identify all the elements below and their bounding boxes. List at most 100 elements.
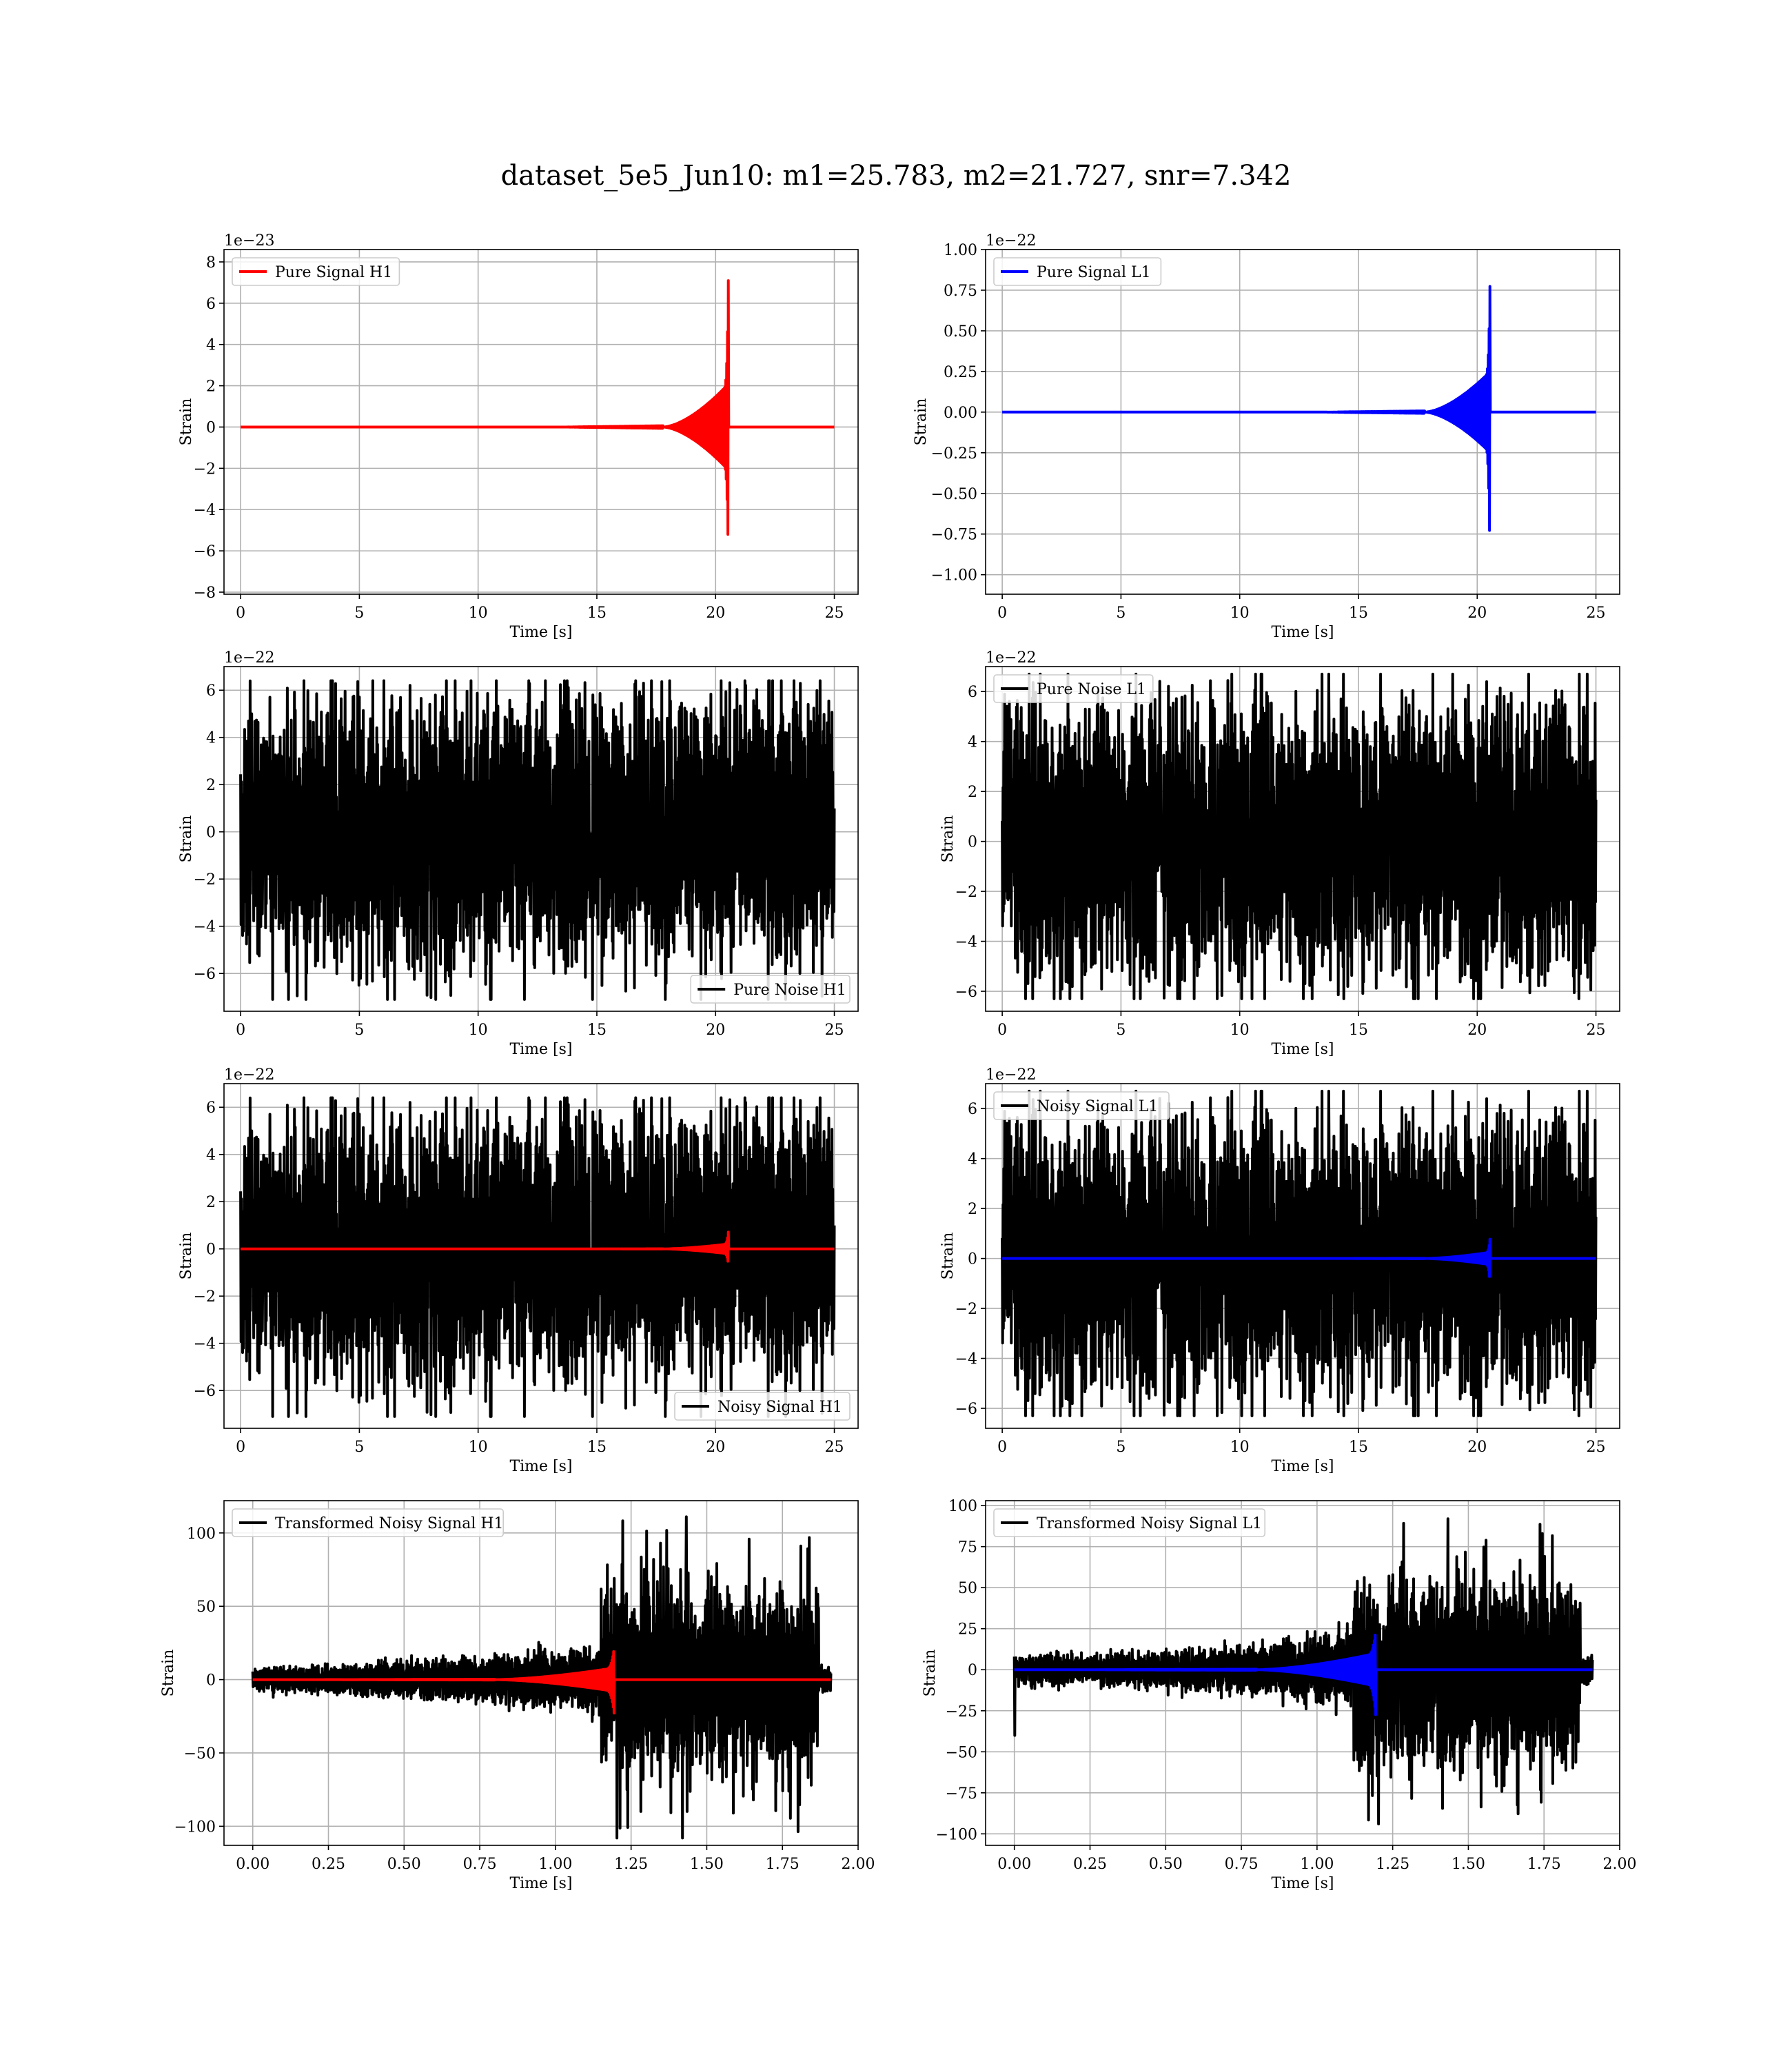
y-tick-label: 0.75 <box>944 283 977 300</box>
series-line-overlay-1 <box>239 1230 835 1263</box>
y-axis-label: Strain <box>922 1650 939 1697</box>
x-tick-label: 25 <box>1587 1022 1606 1039</box>
legend-frame <box>232 257 400 286</box>
x-tick-label: 10 <box>1230 1439 1250 1456</box>
y-tick-label: 0 <box>206 419 216 436</box>
y-tick-label: 0 <box>968 834 977 851</box>
offset-text: 1e−22 <box>986 1066 1036 1084</box>
axes-frame <box>985 249 1620 595</box>
subplot-pure-noise-h1: 0 5 10 15 20 25 −6 −4 −2 0 2 4 6 Time [s] Strain 1e−22 P… <box>178 649 859 1058</box>
x-tick-label: 0.50 <box>387 1856 421 1873</box>
legend: Transformed Noisy Signal H1 <box>232 1508 505 1537</box>
x-axis-label: Time [s] <box>1271 1875 1334 1892</box>
y-tick-label: 4 <box>206 337 216 354</box>
x-tick-label: 10 <box>469 1439 488 1456</box>
x-tick-label: 0.75 <box>1225 1856 1259 1873</box>
y-tick-label: −0.25 <box>931 445 977 463</box>
y-tick-label: −50 <box>946 1744 977 1761</box>
y-tick-label: −100 <box>936 1826 977 1843</box>
y-tick-label: −6 <box>955 1401 977 1418</box>
x-tick-label: 5 <box>354 1022 364 1039</box>
x-tick-label: 0 <box>997 605 1007 622</box>
y-tick-label: 75 <box>958 1539 977 1557</box>
y-tick-label: −6 <box>194 966 216 983</box>
x-tick-label: 10 <box>469 1022 488 1039</box>
y-tick-label: 6 <box>968 684 977 701</box>
legend-frame <box>674 1392 851 1421</box>
x-tick-label: 0.00 <box>236 1856 269 1873</box>
subplot-pure-signal-l1: 0 5 10 15 20 25 −1.00 −0.75 −0.50 −0.25 0.00 0.25 0.… <box>913 232 1620 641</box>
subplot-transformed-noisy-l1: 0.00 0.25 0.50 0.75 1.00 1.25 1.50 1.75 2.00 −100… <box>922 1498 1636 1892</box>
legend: Transformed Noisy Signal L1 <box>993 1508 1266 1537</box>
y-axis-label: Strain <box>913 398 930 446</box>
series-line-noisy-signal-h1 <box>239 1096 836 1418</box>
y-tick-label: −1.00 <box>931 567 977 585</box>
legend-frame <box>993 1508 1266 1537</box>
legend: Pure Signal L1 <box>993 257 1162 286</box>
legend-label: Pure Noise H1 <box>733 982 846 999</box>
x-tick-label: 5 <box>1116 1439 1126 1456</box>
offset-text: 1e−22 <box>986 232 1036 250</box>
x-tick-label: 5 <box>354 605 364 622</box>
series-group <box>251 1515 833 1840</box>
series-group <box>239 279 835 536</box>
series-line-overlay-1 <box>1001 1237 1597 1278</box>
x-tick-label: 10 <box>469 605 488 622</box>
y-tick-label: 0.25 <box>944 364 977 381</box>
x-tick-label: 20 <box>706 605 725 622</box>
axes-frame <box>223 1500 859 1846</box>
y-tick-label: −6 <box>194 543 216 560</box>
x-axis-label: Time [s] <box>509 624 572 641</box>
legend-frame <box>993 674 1154 703</box>
x-tick-label: 25 <box>1587 605 1606 622</box>
y-tick-label: 100 <box>948 1498 977 1515</box>
legend-label: Noisy Signal L1 <box>1037 1098 1158 1115</box>
x-tick-label: 20 <box>706 1439 725 1456</box>
y-tick-label: −50 <box>184 1745 216 1763</box>
x-tick-label: 15 <box>1349 1022 1368 1039</box>
x-tick-label: 5 <box>354 1439 364 1456</box>
axes-frame <box>985 666 1620 1012</box>
x-tick-label: 0 <box>236 605 245 622</box>
series-line-overlay-1 <box>1013 1634 1594 1716</box>
x-tick-label: 0.25 <box>312 1856 345 1873</box>
y-tick-label: 0.00 <box>944 405 977 422</box>
legend-label: Transformed Noisy Signal L1 <box>1037 1515 1262 1532</box>
y-axis-label: Strain <box>178 815 195 863</box>
axes-frame <box>223 249 859 595</box>
x-tick-label: 1.50 <box>1452 1856 1485 1873</box>
x-tick-label: 0 <box>236 1022 245 1039</box>
y-tick-label: 0.50 <box>944 323 977 341</box>
y-tick-label: 4 <box>968 734 977 751</box>
y-tick-label: −4 <box>194 1336 216 1353</box>
x-tick-label: 0 <box>236 1439 245 1456</box>
x-tick-label: 1.50 <box>690 1856 724 1873</box>
legend-label: Noisy Signal H1 <box>717 1399 842 1416</box>
y-tick-label: 0 <box>206 824 216 842</box>
y-axis-label: Strain <box>939 815 957 863</box>
legend-frame <box>993 257 1162 286</box>
y-tick-label: −4 <box>955 1351 977 1368</box>
y-axis-label: Strain <box>939 1233 957 1280</box>
series-line-noisy-signal-l1 <box>1001 1089 1598 1417</box>
series-line-transformed-noisy-signal-h1 <box>251 1515 833 1840</box>
x-tick-label: 2.00 <box>1603 1856 1637 1873</box>
series-line-overlay-1 <box>252 1650 832 1715</box>
x-tick-label: 25 <box>825 1022 844 1039</box>
subplot-pure-noise-l1: 0 5 10 15 20 25 −6 −4 −2 0 2 4 6 Time [s] Strain 1e−22P… <box>939 649 1620 1058</box>
x-axis-label: Time [s] <box>1271 624 1334 641</box>
x-tick-label: 20 <box>1467 1439 1487 1456</box>
axes-frame <box>985 1083 1620 1429</box>
x-tick-label: 10 <box>1230 605 1250 622</box>
offset-text: 1e−23 <box>224 232 274 250</box>
y-axis-label: Strain <box>178 398 195 446</box>
legend-frame <box>690 975 851 1004</box>
x-tick-label: 5 <box>1116 605 1126 622</box>
y-tick-label: 50 <box>958 1580 977 1597</box>
subplot-transformed-noisy-h1: 0.00 0.25 0.50 0.75 1.00 1.25 1.50 1.75 2.00 −100… <box>160 1500 875 1892</box>
x-axis-label: Time [s] <box>509 1041 572 1058</box>
y-tick-label: −2 <box>194 1288 216 1306</box>
y-tick-label: −6 <box>194 1383 216 1400</box>
series-line-transformed-noisy-signal-l1 <box>1012 1517 1594 1825</box>
